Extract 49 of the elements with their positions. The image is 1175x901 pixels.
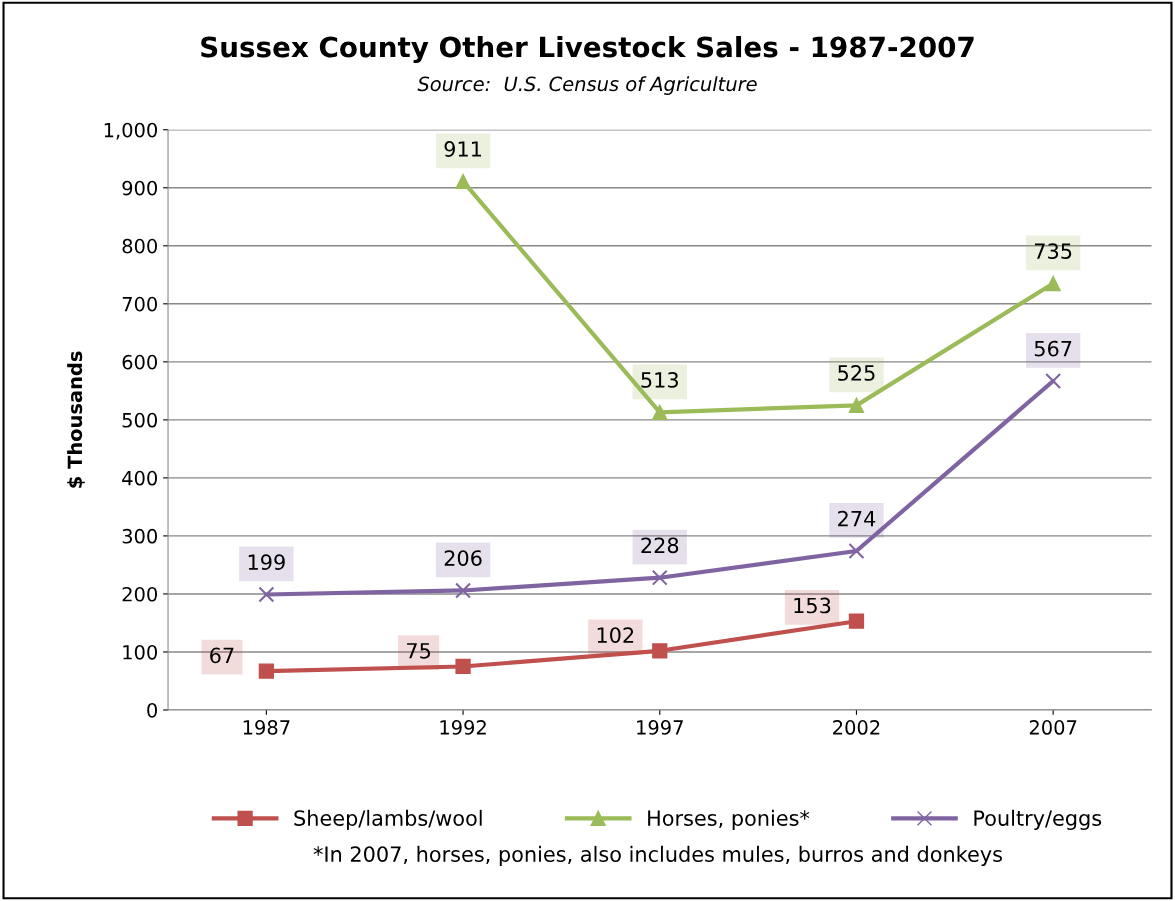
- point: [848, 397, 865, 413]
- data-label: 735: [1034, 243, 1072, 259]
- x-tick-label: 1997: [637, 720, 683, 735]
- y-tick-label: 700: [122, 296, 158, 312]
- x-tick-label: 2002: [833, 720, 880, 735]
- data-label: 206: [444, 550, 482, 566]
- point: [848, 543, 865, 559]
- chart-title: Sussex County Other Livestock Sales - 1987-2007: [201, 36, 974, 64]
- data-label: 513: [641, 372, 678, 388]
- legend-label: Poultry/eggs: [974, 809, 1102, 830]
- legend-label: Sheep/lambs/wool: [294, 809, 482, 830]
- y-tick-label: 800: [122, 238, 158, 254]
- data-label: 67: [210, 647, 234, 664]
- point: [651, 569, 668, 586]
- point: [455, 173, 471, 190]
- data-label: 911: [444, 141, 482, 157]
- y-axis-title: $ Thousands: [67, 351, 85, 488]
- data-label: 199: [248, 554, 285, 571]
- y-tick-label: 300: [122, 528, 158, 544]
- point: [1045, 373, 1062, 389]
- x-tick-label: 2007: [1029, 720, 1077, 735]
- chart-subtitle: Source: U.S. Census of Agriculture: [417, 76, 757, 95]
- data-label: 228: [641, 537, 679, 554]
- point: [652, 643, 668, 659]
- data-label: 102: [597, 627, 634, 643]
- data-label: 274: [838, 510, 876, 527]
- y-tick-label: 600: [122, 354, 158, 370]
- point: [258, 586, 275, 603]
- point: [258, 663, 275, 679]
- y-tick-label: 400: [122, 470, 158, 486]
- x-tick-label: 1987: [243, 720, 290, 735]
- y-tick-label: 200: [122, 586, 158, 602]
- data-label: 153: [794, 597, 831, 614]
- point: [652, 404, 668, 420]
- y-tick-label: 500: [122, 412, 158, 428]
- legend-label: Horses, ponies*: [648, 809, 810, 830]
- data-label: 567: [1034, 340, 1072, 357]
- y-tick-label: 1,000: [104, 122, 158, 140]
- point: [455, 658, 471, 675]
- text: *In 2007, horses, ponies, also includes mules, burros and donkeys: [313, 845, 1002, 867]
- point: [1045, 275, 1061, 292]
- y-tick-label: 900: [122, 180, 158, 196]
- x-tick-label: 1992: [440, 720, 486, 735]
- data-label: 75: [407, 643, 431, 659]
- data-label: 525: [838, 365, 875, 381]
- y-tick-label: 0: [147, 702, 158, 718]
- y-tick-label: 100: [123, 644, 158, 660]
- point: [455, 582, 472, 599]
- point: [848, 613, 865, 629]
